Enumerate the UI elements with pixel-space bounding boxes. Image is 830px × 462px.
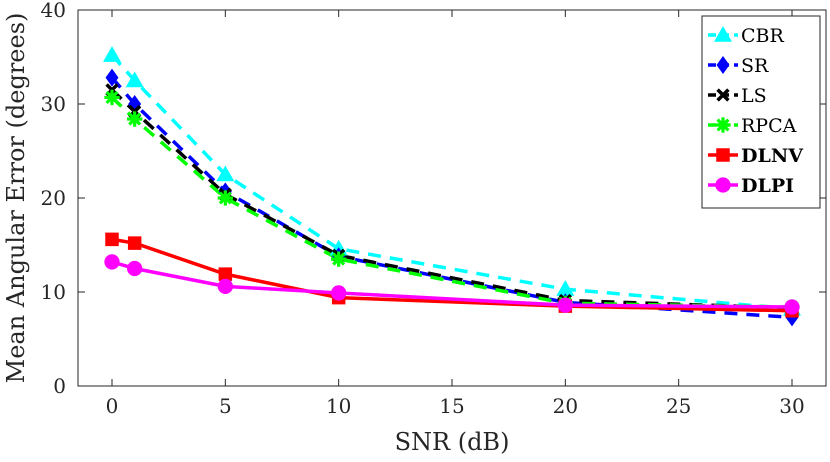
data-point-cbr xyxy=(216,165,235,182)
y-tick-label: 0 xyxy=(53,374,66,398)
legend-label-rpca: RPCA xyxy=(741,115,797,137)
y-axis-label: Mean Angular Error (degrees) xyxy=(2,13,30,384)
legend-marker-sr xyxy=(716,56,730,74)
legend-label-dlnv: DLNV xyxy=(741,145,804,167)
data-point-dlpi xyxy=(104,254,120,270)
data-point-cbr xyxy=(556,280,575,296)
y-tick-label: 30 xyxy=(41,92,66,116)
data-point-rpca xyxy=(104,89,120,106)
data-point-dlpi xyxy=(127,260,143,277)
data-point-cbr xyxy=(103,46,121,62)
y-tick-label: 40 xyxy=(41,0,66,22)
plot-area xyxy=(77,9,827,387)
legend-marker-cbr xyxy=(714,26,732,42)
data-point-dlpi xyxy=(784,299,800,315)
data-point-rpca xyxy=(127,111,143,127)
series-markers xyxy=(103,46,801,327)
y-tick-label: 10 xyxy=(41,280,66,304)
x-tick-label: 20 xyxy=(553,394,578,418)
data-point-dlpi xyxy=(557,297,573,313)
legend-marker-rpca xyxy=(715,117,731,133)
legend-marker-dlnv xyxy=(716,148,730,162)
data-point-dlpi xyxy=(217,278,233,295)
data-point-dlnv xyxy=(127,236,142,250)
x-tick-label: 10 xyxy=(326,394,351,418)
legend-box xyxy=(701,15,821,209)
y-tick-label: 20 xyxy=(41,186,66,210)
data-point-sr xyxy=(105,68,119,87)
data-point-rpca xyxy=(217,190,233,206)
data-point-cbr xyxy=(125,71,144,88)
legend-label-dlpi: DLPI xyxy=(741,175,794,197)
legend: CBR SR LS RPCA DLNV DLPI xyxy=(701,15,821,209)
data-point-dlpi xyxy=(331,285,347,301)
data-point-dlnv xyxy=(218,267,233,281)
data-point-dlnv xyxy=(105,232,119,247)
legend-label-ls: LS xyxy=(741,85,767,107)
x-axis-label: SNR (dB) xyxy=(395,428,510,456)
legend-marker-ls xyxy=(716,88,730,102)
legend-label-cbr: CBR xyxy=(741,25,785,47)
x-tick-label: 30 xyxy=(779,394,804,418)
x-tick-label: 5 xyxy=(219,394,232,418)
x-tick-label: 15 xyxy=(439,394,464,418)
x-tick-label: 0 xyxy=(106,394,119,418)
data-point-rpca xyxy=(331,251,347,267)
series-line-cbr xyxy=(110,53,793,311)
x-tick-label: 25 xyxy=(666,394,691,418)
y-axis-ticks: 0 10 20 30 40 xyxy=(41,0,826,398)
legend-label-sr: SR xyxy=(741,55,769,77)
x-axis-ticks: 0 5 10 15 20 25 30 xyxy=(106,10,805,418)
legend-marker-dlpi xyxy=(715,177,731,193)
